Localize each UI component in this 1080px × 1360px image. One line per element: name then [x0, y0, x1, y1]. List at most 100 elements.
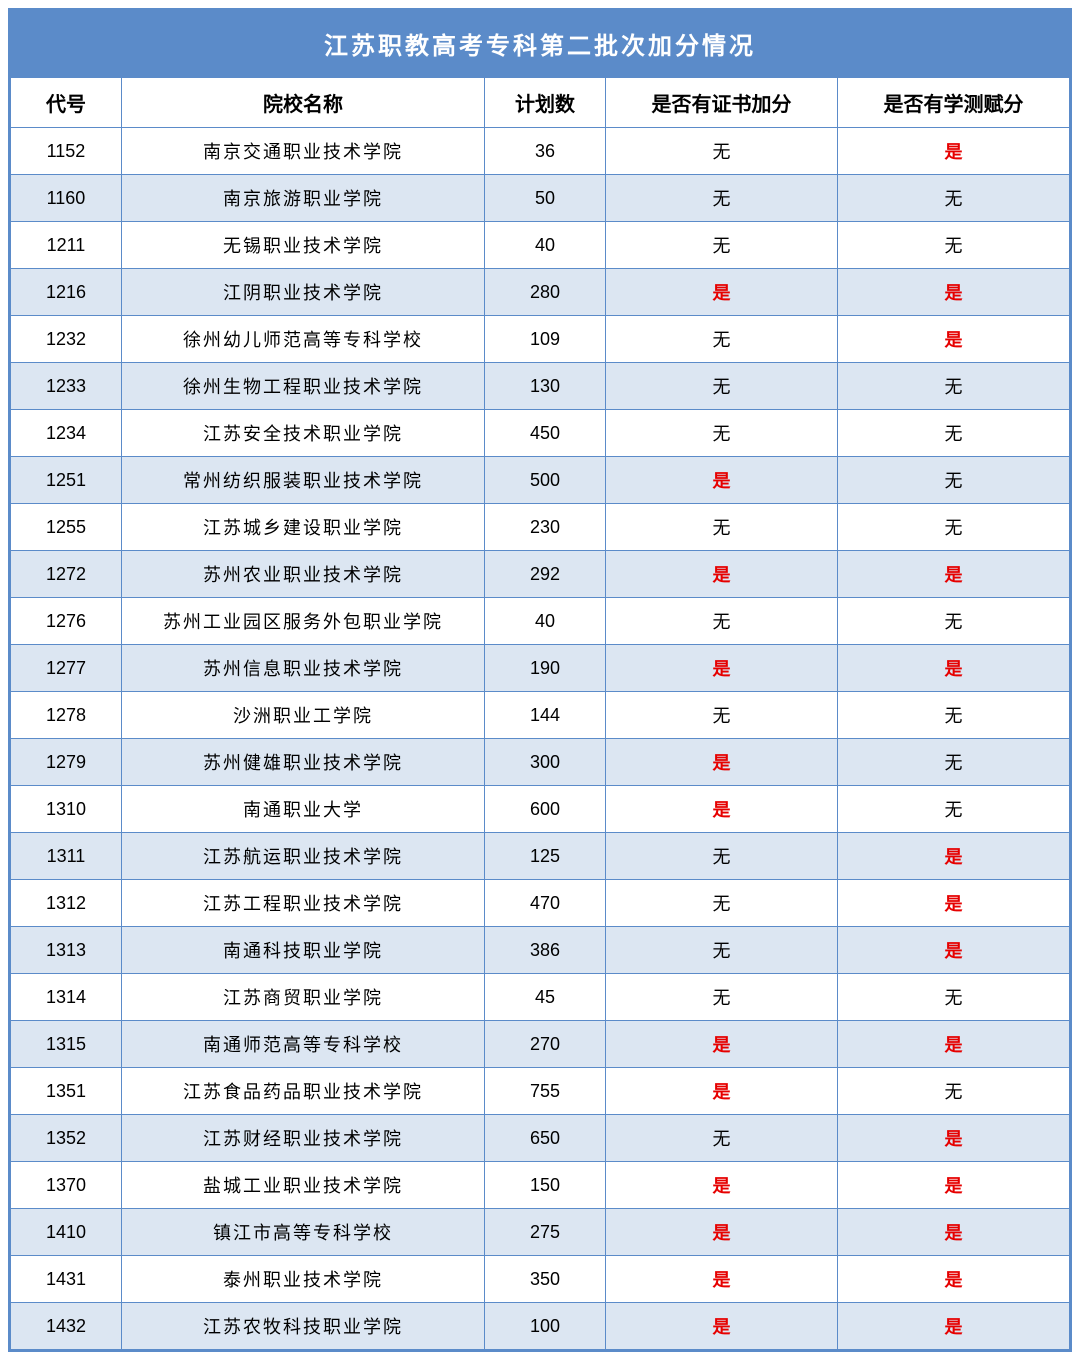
cell-name: 盐城工业职业技术学院 — [121, 1162, 484, 1209]
cell-plan: 280 — [485, 269, 606, 316]
cell-plan: 500 — [485, 457, 606, 504]
cell-plan: 190 — [485, 645, 606, 692]
cell-code: 1279 — [11, 739, 122, 786]
cell-name: 江苏商贸职业学院 — [121, 974, 484, 1021]
cell-test: 无 — [838, 786, 1070, 833]
cell-plan: 275 — [485, 1209, 606, 1256]
cell-test: 无 — [838, 504, 1070, 551]
cell-plan: 230 — [485, 504, 606, 551]
cell-cert: 无 — [606, 410, 838, 457]
cell-cert: 无 — [606, 598, 838, 645]
table-row: 1278沙洲职业工学院144无无 — [11, 692, 1070, 739]
cell-code: 1311 — [11, 833, 122, 880]
cell-code: 1152 — [11, 128, 122, 175]
cell-cert: 是 — [606, 1256, 838, 1303]
cell-plan: 40 — [485, 598, 606, 645]
cell-name: 苏州信息职业技术学院 — [121, 645, 484, 692]
cell-cert: 是 — [606, 786, 838, 833]
table-row: 1272苏州农业职业技术学院292是是 — [11, 551, 1070, 598]
cell-plan: 150 — [485, 1162, 606, 1209]
cell-cert: 无 — [606, 1115, 838, 1162]
col-header-code: 代号 — [11, 78, 122, 128]
cell-name: 常州纺织服装职业技术学院 — [121, 457, 484, 504]
table-row: 1313南通科技职业学院386无是 — [11, 927, 1070, 974]
table-row: 1152南京交通职业技术学院36无是 — [11, 128, 1070, 175]
cell-plan: 755 — [485, 1068, 606, 1115]
cell-cert: 无 — [606, 927, 838, 974]
cell-test: 是 — [838, 833, 1070, 880]
schools-table: 代号 院校名称 计划数 是否有证书加分 是否有学测赋分 1152南京交通职业技术… — [10, 77, 1070, 1350]
cell-code: 1370 — [11, 1162, 122, 1209]
cell-plan: 386 — [485, 927, 606, 974]
cell-code: 1277 — [11, 645, 122, 692]
cell-test: 是 — [838, 128, 1070, 175]
cell-code: 1211 — [11, 222, 122, 269]
cell-cert: 无 — [606, 880, 838, 927]
cell-plan: 125 — [485, 833, 606, 880]
cell-test: 无 — [838, 1068, 1070, 1115]
cell-name: 南通科技职业学院 — [121, 927, 484, 974]
cell-name: 江阴职业技术学院 — [121, 269, 484, 316]
cell-test: 是 — [838, 316, 1070, 363]
cell-name: 徐州生物工程职业技术学院 — [121, 363, 484, 410]
table-row: 1432江苏农牧科技职业学院100是是 — [11, 1303, 1070, 1350]
cell-name: 南通职业大学 — [121, 786, 484, 833]
cell-test: 无 — [838, 457, 1070, 504]
cell-plan: 45 — [485, 974, 606, 1021]
cell-test: 是 — [838, 1115, 1070, 1162]
table-row: 1314江苏商贸职业学院45无无 — [11, 974, 1070, 1021]
cell-cert: 无 — [606, 833, 838, 880]
cell-code: 1234 — [11, 410, 122, 457]
table-body: 1152南京交通职业技术学院36无是1160南京旅游职业学院50无无1211无锡… — [11, 128, 1070, 1350]
cell-name: 南京旅游职业学院 — [121, 175, 484, 222]
cell-name: 江苏城乡建设职业学院 — [121, 504, 484, 551]
cell-code: 1315 — [11, 1021, 122, 1068]
cell-code: 1352 — [11, 1115, 122, 1162]
cell-name: 徐州幼儿师范高等专科学校 — [121, 316, 484, 363]
cell-plan: 40 — [485, 222, 606, 269]
col-header-name: 院校名称 — [121, 78, 484, 128]
cell-test: 是 — [838, 1021, 1070, 1068]
cell-name: 泰州职业技术学院 — [121, 1256, 484, 1303]
cell-name: 苏州健雄职业技术学院 — [121, 739, 484, 786]
cell-code: 1278 — [11, 692, 122, 739]
cell-plan: 292 — [485, 551, 606, 598]
table-row: 1310南通职业大学600是无 — [11, 786, 1070, 833]
cell-name: 沙洲职业工学院 — [121, 692, 484, 739]
cell-test: 无 — [838, 598, 1070, 645]
cell-plan: 144 — [485, 692, 606, 739]
cell-name: 江苏安全技术职业学院 — [121, 410, 484, 457]
cell-code: 1312 — [11, 880, 122, 927]
cell-test: 无 — [838, 363, 1070, 410]
cell-test: 是 — [838, 880, 1070, 927]
cell-plan: 109 — [485, 316, 606, 363]
col-header-test: 是否有学测赋分 — [838, 78, 1070, 128]
table-row: 1255江苏城乡建设职业学院230无无 — [11, 504, 1070, 551]
cell-name: 江苏航运职业技术学院 — [121, 833, 484, 880]
cell-code: 1255 — [11, 504, 122, 551]
table-row: 1311江苏航运职业技术学院125无是 — [11, 833, 1070, 880]
cell-plan: 350 — [485, 1256, 606, 1303]
cell-name: 镇江市高等专科学校 — [121, 1209, 484, 1256]
cell-test: 是 — [838, 1162, 1070, 1209]
cell-test: 无 — [838, 974, 1070, 1021]
cell-code: 1233 — [11, 363, 122, 410]
cell-plan: 270 — [485, 1021, 606, 1068]
cell-plan: 130 — [485, 363, 606, 410]
cell-cert: 无 — [606, 175, 838, 222]
cell-test: 无 — [838, 175, 1070, 222]
cell-name: 江苏工程职业技术学院 — [121, 880, 484, 927]
cell-test: 是 — [838, 927, 1070, 974]
header-row: 代号 院校名称 计划数 是否有证书加分 是否有学测赋分 — [11, 78, 1070, 128]
cell-test: 无 — [838, 692, 1070, 739]
table-row: 1351江苏食品药品职业技术学院755是无 — [11, 1068, 1070, 1115]
cell-code: 1232 — [11, 316, 122, 363]
cell-cert: 是 — [606, 645, 838, 692]
table-row: 1233徐州生物工程职业技术学院130无无 — [11, 363, 1070, 410]
cell-cert: 是 — [606, 1162, 838, 1209]
cell-test: 是 — [838, 1209, 1070, 1256]
cell-name: 南通师范高等专科学校 — [121, 1021, 484, 1068]
cell-plan: 450 — [485, 410, 606, 457]
cell-cert: 无 — [606, 128, 838, 175]
cell-code: 1216 — [11, 269, 122, 316]
